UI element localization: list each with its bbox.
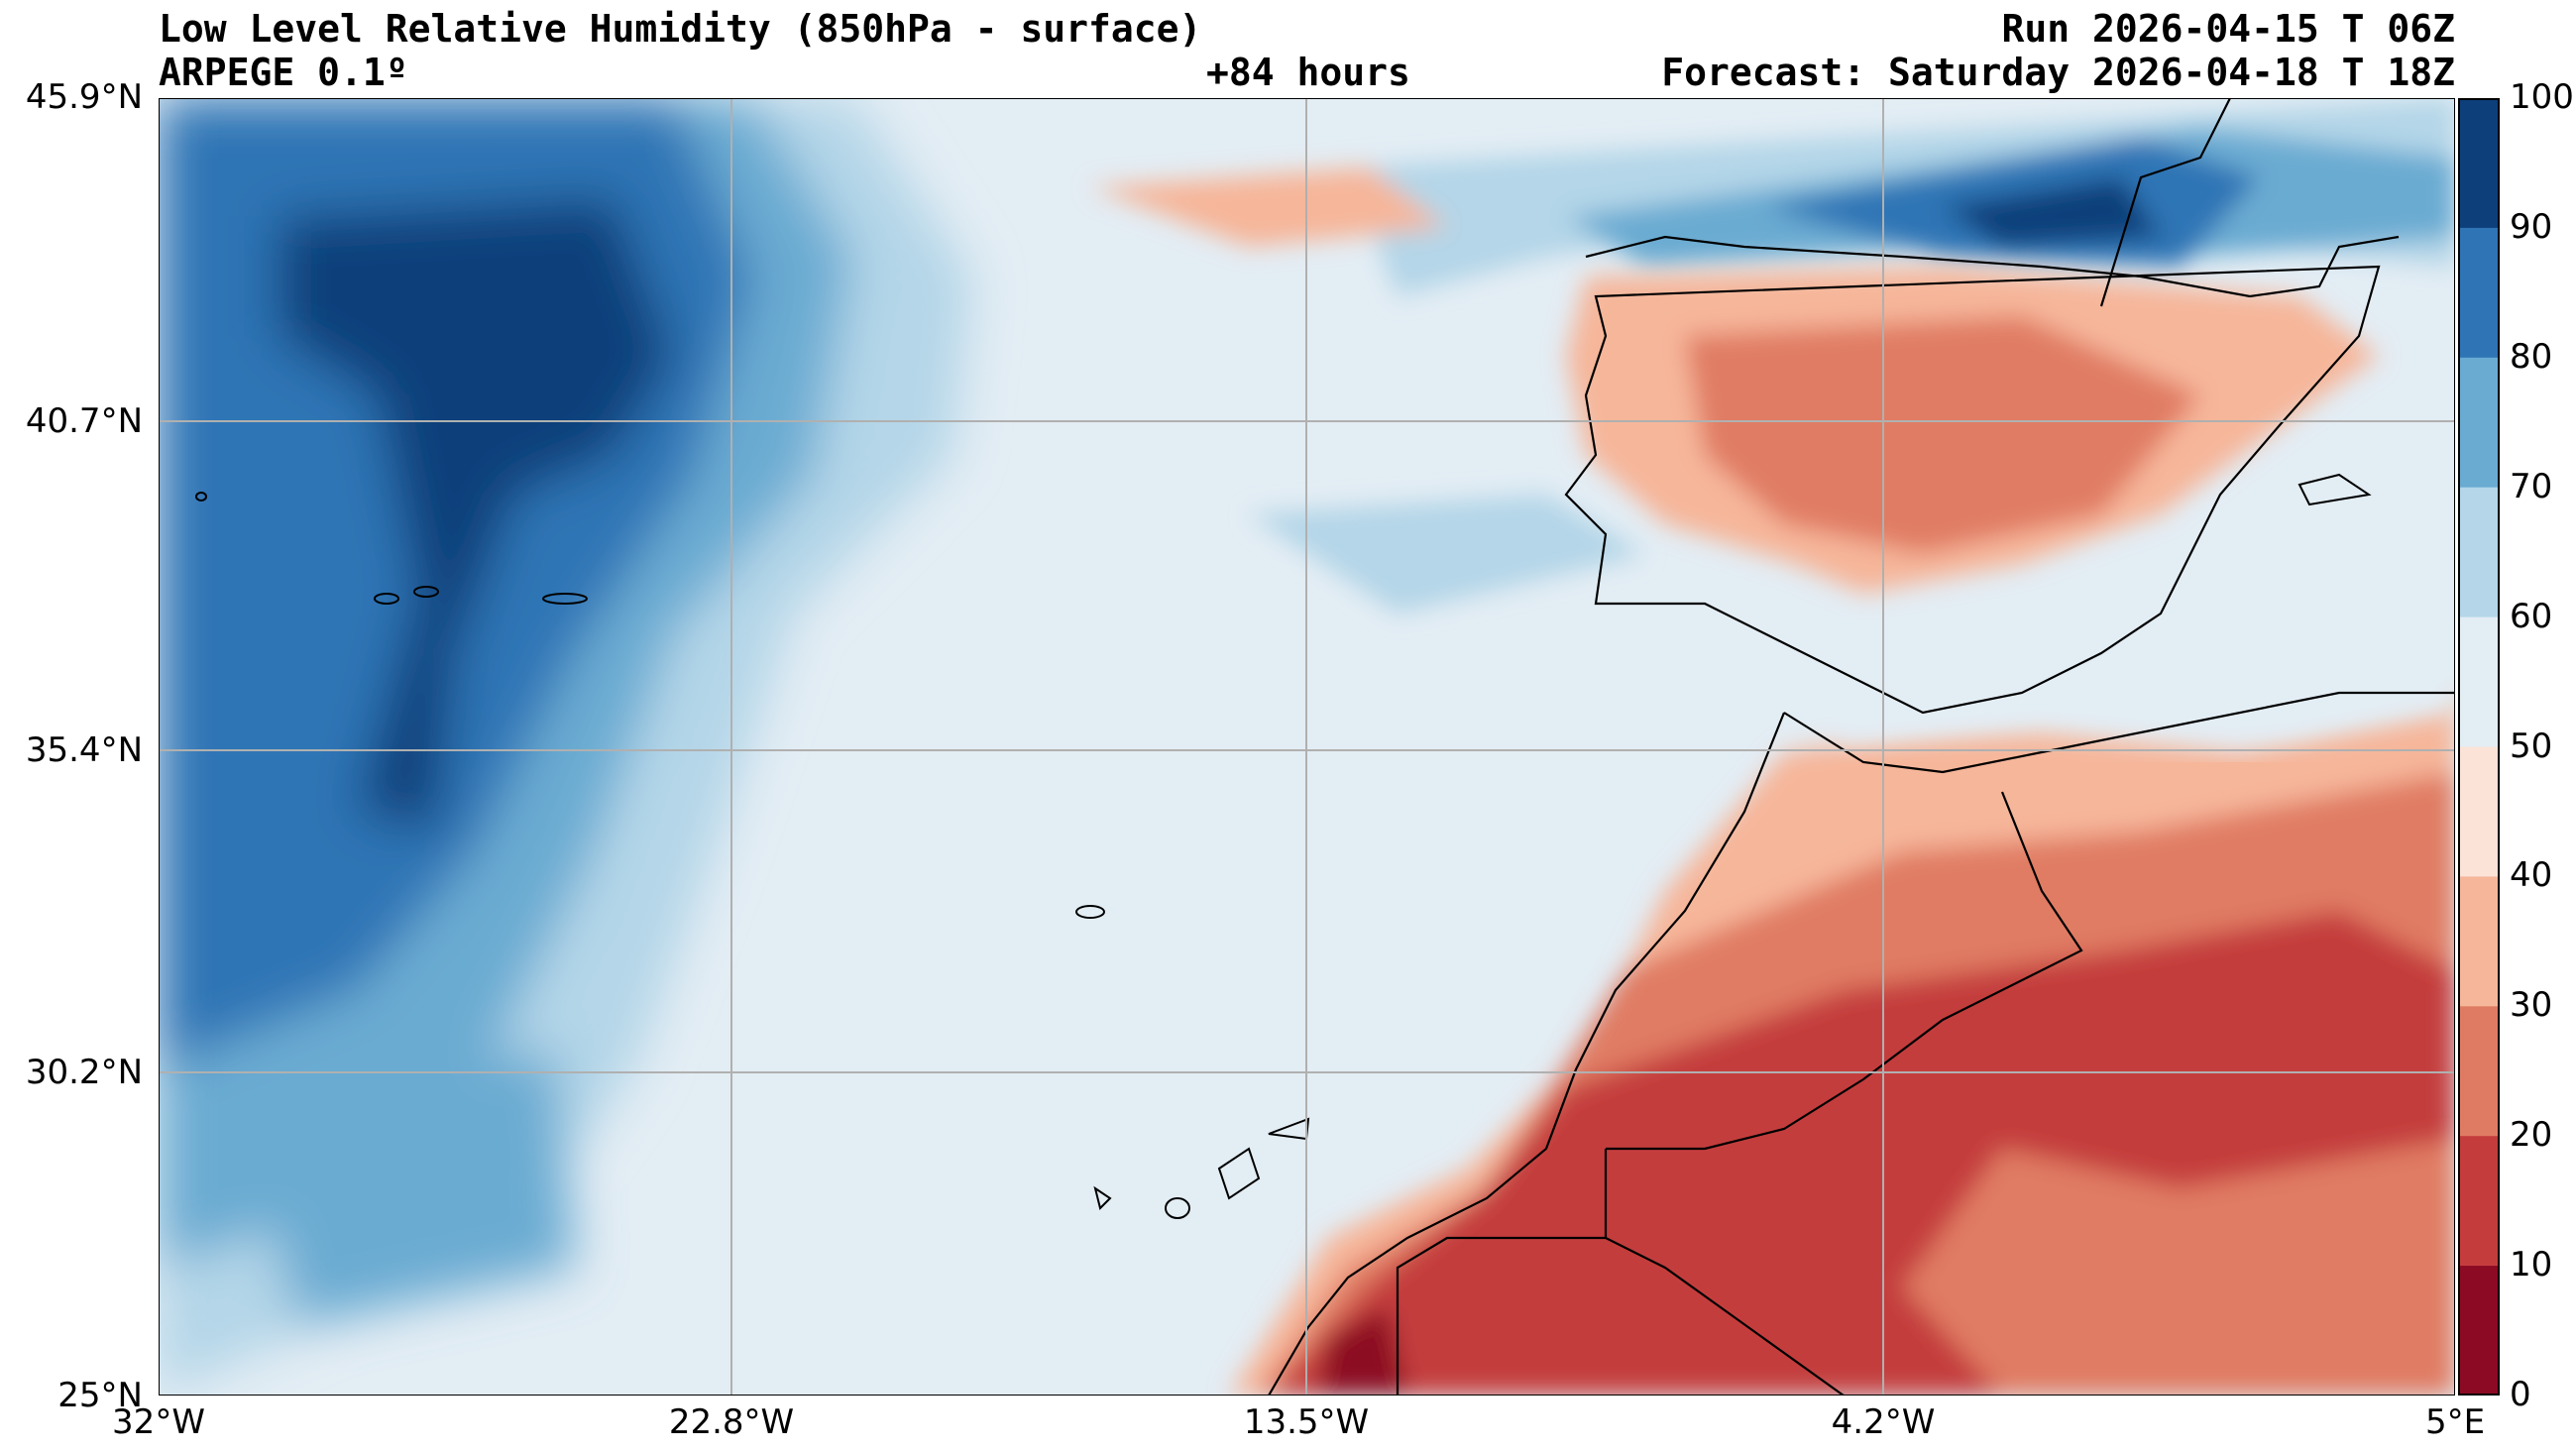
azores-island: [413, 586, 439, 598]
chart-title: Low Level Relative Humidity (850hPa - su…: [159, 7, 1202, 51]
islands: [195, 473, 2372, 1219]
colorbar-segment: [2458, 1136, 2500, 1267]
colorbar-segment: [2458, 616, 2500, 747]
colorbar-segment: [2458, 227, 2500, 359]
colorbar-tick-label: 90: [2510, 206, 2553, 247]
north-africa-coast: [1783, 691, 2455, 774]
canary-island: [1217, 1147, 1261, 1200]
azores-island: [542, 593, 588, 605]
borders: [1396, 791, 2083, 1396]
lat-tick-label: 45.9°N: [25, 77, 143, 117]
atlantic-africa-coast: [1268, 712, 1786, 1396]
colorbar-segment: [2458, 98, 2500, 229]
azores-island: [195, 492, 207, 502]
colorbar-tick-label: 60: [2510, 596, 2553, 636]
lon-tick-label: 22.8°W: [668, 1402, 795, 1442]
colorbar-frame: [2458, 98, 2500, 1396]
colorbar: [2458, 98, 2500, 1396]
france-coast: [2099, 98, 2231, 307]
colorbar-tick-label: 0: [2510, 1375, 2531, 1414]
lon-tick-label: 32°W: [112, 1402, 205, 1442]
colorbar-segment: [2458, 1006, 2500, 1137]
colorbar-tick-label: 70: [2510, 466, 2553, 506]
mallorca-island: [2297, 473, 2372, 506]
azores-island: [374, 593, 399, 605]
colorbar-tick-label: 20: [2510, 1115, 2553, 1156]
colorbar-segment: [2458, 487, 2500, 618]
iberia-coast: [1564, 235, 2400, 715]
colorbar-segment: [2458, 1266, 2500, 1396]
forecast-label: Forecast: Saturday 2026-04-18 T 18Z: [1661, 51, 2455, 94]
humidity-map: [159, 98, 2455, 1396]
colorbar-segment: [2458, 746, 2500, 877]
lon-tick-label: 4.2°W: [1831, 1402, 1936, 1442]
humidity-field-alboran: [1824, 653, 2455, 752]
lat-tick-label: 35.4°N: [25, 730, 143, 770]
humidity-field-iberia: [1566, 267, 2379, 594]
colorbar-tick-label: 10: [2510, 1245, 2553, 1285]
colorbar-tick-label: 80: [2510, 336, 2553, 377]
madeira-island: [1075, 905, 1105, 919]
lon-tick-label: 5°E: [2424, 1402, 2486, 1442]
colorbar-segment: [2458, 876, 2500, 1007]
run-label: Run 2026-04-15 T 06Z: [2001, 7, 2455, 51]
lat-tick-label: 40.7°N: [25, 401, 143, 441]
colorbar-tick-label: 100: [2510, 77, 2574, 117]
colorbar-tick-label: 40: [2510, 855, 2553, 896]
colorbar-tick-label: 50: [2510, 726, 2553, 766]
canary-island: [1093, 1185, 1112, 1210]
coastlines: [1268, 98, 2455, 1396]
lead-time-label: +84 hours: [1206, 51, 1410, 94]
graticule: [159, 98, 2455, 1396]
colorbar-tick-label: 30: [2510, 985, 2553, 1026]
canary-island: [1165, 1197, 1190, 1219]
model-label: ARPEGE 0.1º: [159, 51, 408, 94]
humidity-field-west: [159, 98, 971, 1396]
colorbar-segment: [2458, 357, 2500, 489]
lat-tick-label: 30.2°N: [25, 1053, 143, 1092]
humidity-field-north: [1090, 98, 2455, 614]
lat-tick-label: 25°N: [57, 1376, 143, 1415]
lon-tick-label: 13.5°W: [1243, 1402, 1370, 1442]
